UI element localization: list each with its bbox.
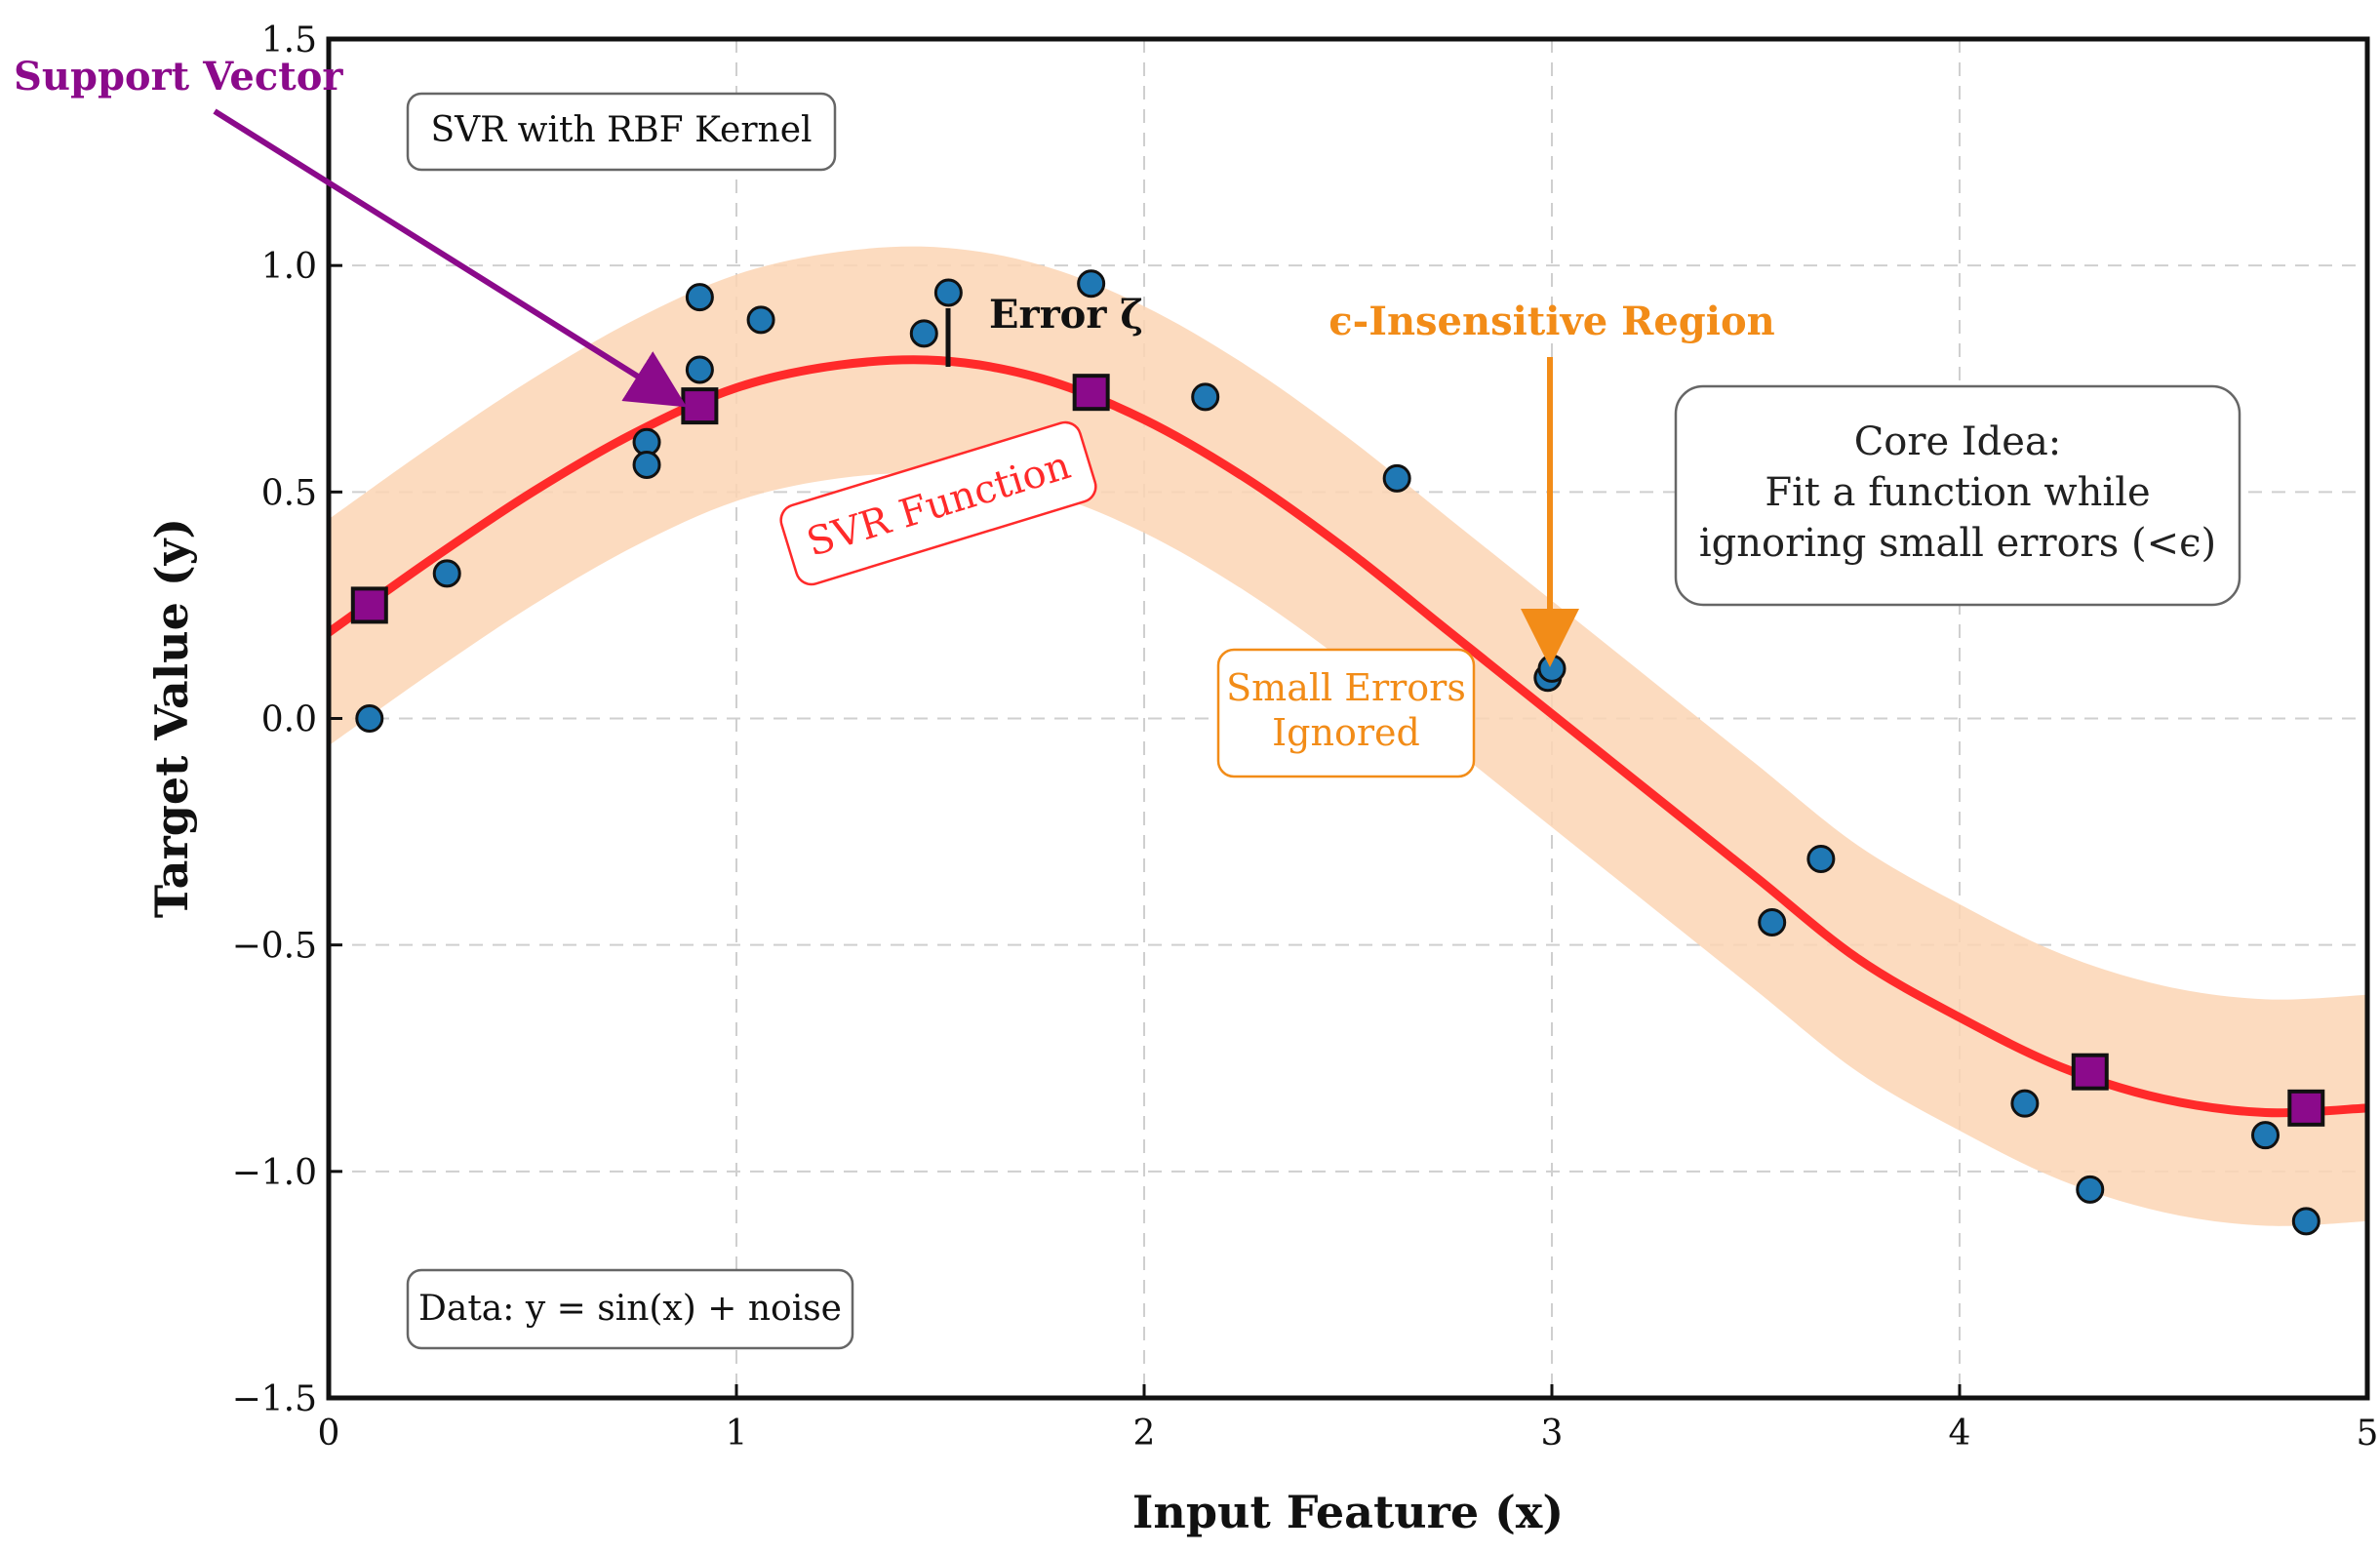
y-tick-label: −1.5 <box>232 1379 317 1419</box>
y-axis-title: Target Value (y) <box>145 518 198 918</box>
data-point <box>685 283 714 312</box>
x-tick-label: 1 <box>726 1414 748 1454</box>
data-point <box>746 305 775 335</box>
y-tick-label: 1.0 <box>261 247 317 287</box>
kernel-box-text: SVR with RBF Kernel <box>430 110 812 150</box>
data-box-text: Data: y = sin(x) + noise <box>418 1289 842 1329</box>
data-point <box>685 355 714 384</box>
y-tick-label: 0.5 <box>261 473 317 513</box>
core-idea-line-2: Fit a function while <box>1765 470 2150 515</box>
y-tick-label: 0.0 <box>261 700 317 740</box>
y-tick-label: −0.5 <box>232 927 317 967</box>
support-vectors <box>350 374 2325 1127</box>
small-errors-line-2: Ignored <box>1272 711 1420 754</box>
data-point <box>2291 1207 2320 1236</box>
small-errors-line-1: Small Errors <box>1226 666 1466 709</box>
svr-function-label-box <box>779 420 1097 586</box>
y-tick-label: −1.0 <box>232 1153 317 1193</box>
data-point <box>1758 907 1787 936</box>
data-point <box>1382 463 1411 493</box>
data-point <box>909 319 938 348</box>
x-tick-label: 5 <box>2357 1414 2379 1454</box>
data-point <box>432 559 461 588</box>
data-point <box>632 450 661 479</box>
support-vector-point <box>2287 1089 2325 1127</box>
data-point <box>933 278 963 307</box>
data-point <box>2076 1175 2105 1204</box>
x-axis-title: Input Feature (x) <box>1132 1486 1564 1538</box>
support-vector-point <box>681 387 719 425</box>
support-vector-point <box>1072 374 1110 412</box>
x-tick-label: 0 <box>318 1414 340 1454</box>
data-point <box>1191 382 1220 412</box>
data-point <box>1806 844 1836 873</box>
core-idea-line-1: Core Idea: <box>1854 419 2062 464</box>
data-box <box>406 1268 854 1350</box>
data-point <box>355 704 384 733</box>
x-tick-label: 2 <box>1133 1414 1156 1454</box>
svr-function-curve <box>329 355 2367 1118</box>
core-idea-line-3: ignoring small errors (<ϵ) <box>1699 521 2216 566</box>
support-vector-arrow <box>213 108 688 408</box>
data-point <box>1077 269 1106 299</box>
support-vector-point <box>2071 1053 2109 1091</box>
eps-region-label: ϵ-Insensitive Region <box>1329 299 1774 344</box>
svr-function-label-group: SVR Function <box>779 420 1097 586</box>
data-point <box>1537 654 1567 683</box>
x-tick-label: 3 <box>1541 1414 1564 1454</box>
data-point <box>2010 1089 2040 1118</box>
data-point <box>2251 1121 2280 1150</box>
support-vector-point <box>350 586 388 624</box>
core-idea-box <box>1674 384 2241 607</box>
x-tick-label: 4 <box>1949 1414 1971 1454</box>
epsilon-band <box>329 246 2367 1226</box>
error-label: Error ζ <box>989 292 1143 338</box>
y-tick-label: 1.5 <box>261 20 317 60</box>
support-vector-label: Support Vector <box>14 54 343 100</box>
small-errors-box <box>1216 648 1476 778</box>
axis-ticks: 0 1 2 3 4 5 1.5 1.0 0.5 0.0 −0.5 −1.0 −1.5 <box>232 20 2379 1454</box>
kernel-box <box>406 92 837 172</box>
data-points <box>355 269 2320 1236</box>
